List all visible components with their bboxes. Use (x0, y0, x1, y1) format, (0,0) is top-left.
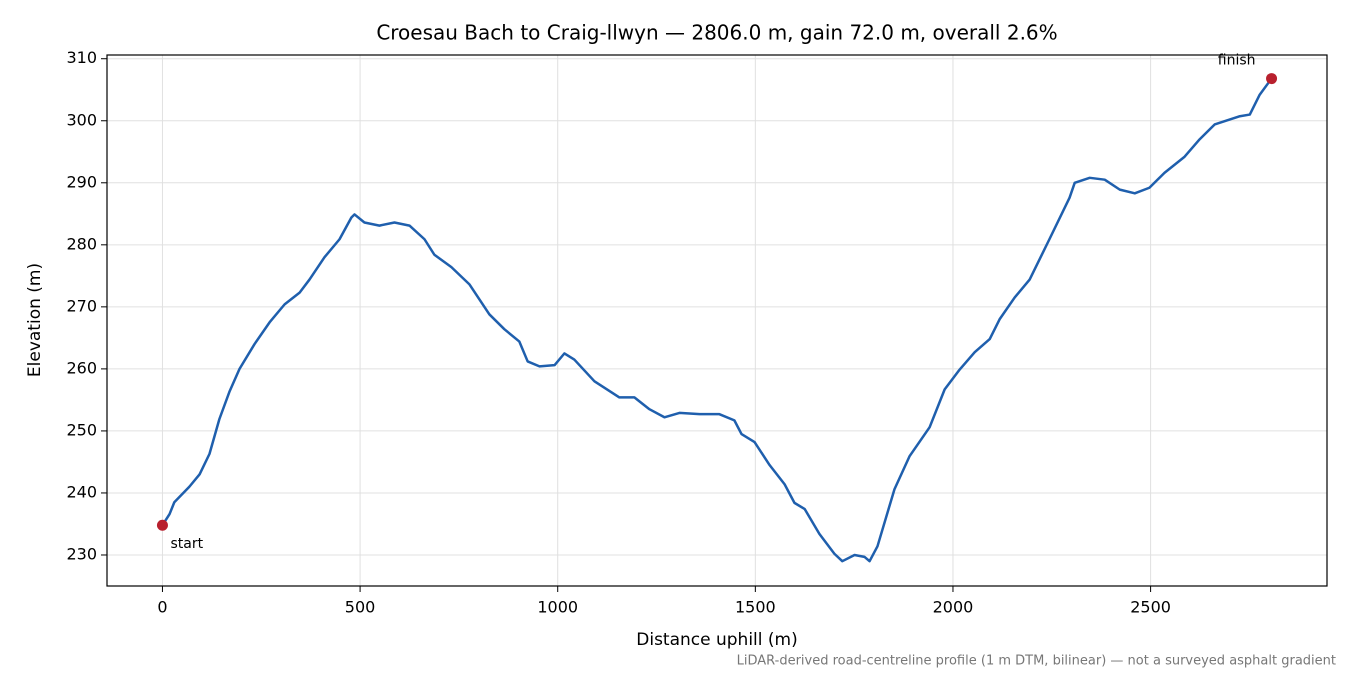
x-tick-label: 500 (345, 598, 376, 617)
y-tick-label: 270 (66, 296, 97, 315)
x-tick-label: 0 (157, 598, 167, 617)
y-tick-label: 310 (66, 48, 97, 67)
y-tick-label: 230 (66, 544, 97, 563)
y-tick-label: 300 (66, 110, 97, 129)
y-tick-label: 280 (66, 234, 97, 253)
footnote: LiDAR-derived road-centreline profile (1… (737, 654, 1336, 669)
x-tick-label: 2000 (933, 598, 974, 617)
y-tick-label: 240 (66, 482, 97, 501)
x-tick-label: 1500 (735, 598, 776, 617)
y-tick-label: 260 (66, 358, 97, 377)
endpoint-marker (156, 519, 168, 531)
y-tick-label: 250 (66, 420, 97, 439)
elevation-line (161, 77, 1273, 563)
plot-frame (106, 54, 1328, 587)
x-tick-label: 1000 (537, 598, 578, 617)
x-axis-label: Distance uphill (m) (636, 630, 797, 650)
y-axis-label: Elevation (m) (25, 263, 45, 377)
y-tick-label: 290 (66, 172, 97, 191)
endpoint-marker (1266, 73, 1278, 85)
annotation: finish (1218, 53, 1256, 69)
annotation: start (170, 536, 203, 552)
chart-title: Croesau Bach to Craig-llwyn — 2806.0 m, … (376, 21, 1057, 45)
x-tick-label: 2500 (1130, 598, 1171, 617)
